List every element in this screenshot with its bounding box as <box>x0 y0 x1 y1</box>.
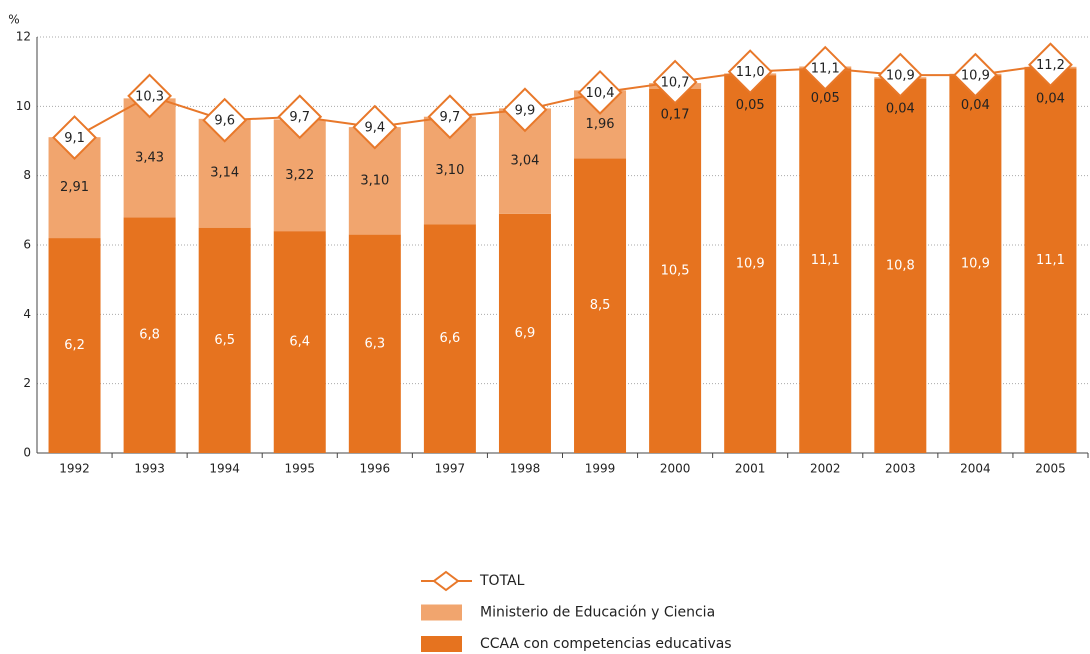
marker <box>1028 42 1073 88</box>
data-label: 10,5 <box>661 264 690 279</box>
data-label: 0,17 <box>661 108 690 123</box>
data-label: 3,43 <box>135 150 164 165</box>
x-tick-label: 1992 <box>59 462 90 476</box>
legend-label: CCAA con competencias educativas <box>480 636 732 652</box>
bar-segment <box>949 75 1002 453</box>
bar-segment <box>724 75 777 453</box>
y-tick-label: 12 <box>16 30 31 44</box>
data-label: 11,1 <box>811 253 840 268</box>
x-tick-label: 1999 <box>585 462 616 476</box>
data-label: 10,3 <box>135 89 164 104</box>
data-label: 1,96 <box>586 117 615 132</box>
data-label: 11,1 <box>811 62 840 77</box>
data-label: 9,9 <box>515 103 536 118</box>
bar-segment <box>498 213 551 453</box>
marker <box>577 70 623 115</box>
y-axis-label: % <box>8 13 19 27</box>
x-tick-label: 2003 <box>885 462 916 476</box>
marker <box>277 94 323 140</box>
data-label: 10,4 <box>586 86 615 101</box>
marker <box>877 52 923 98</box>
marker <box>127 73 173 119</box>
bar-segment <box>874 78 927 453</box>
y-tick-label: 6 <box>23 238 31 252</box>
x-tick-label: 2002 <box>810 462 841 476</box>
data-label: 0,04 <box>886 102 915 117</box>
marker <box>802 45 848 91</box>
marker <box>427 94 473 140</box>
x-tick-label: 1994 <box>209 462 240 476</box>
data-label: 0,05 <box>811 91 840 106</box>
x-tick-label: 1993 <box>134 462 165 476</box>
data-label: 0,04 <box>961 98 990 113</box>
bar-segment <box>348 234 401 453</box>
bar-segment <box>574 158 627 454</box>
x-tick-label: 1997 <box>435 462 466 476</box>
data-label: 3,10 <box>435 163 464 178</box>
data-label: 11,2 <box>1036 58 1065 73</box>
x-tick-label: 2001 <box>735 462 766 476</box>
x-tick-label: 1998 <box>510 462 541 476</box>
data-label: 6,2 <box>64 338 85 353</box>
data-label: 6,8 <box>139 328 160 343</box>
marker <box>502 87 548 133</box>
data-label: 0,04 <box>1036 91 1065 106</box>
y-tick-label: 8 <box>23 168 31 182</box>
bar-segment <box>123 217 176 453</box>
x-tick-label: 2005 <box>1035 462 1066 476</box>
x-tick-label: 1996 <box>360 462 391 476</box>
bar-segment <box>649 89 702 453</box>
bar-segment <box>423 224 476 453</box>
data-label: 9,4 <box>364 121 385 136</box>
marker <box>727 49 773 95</box>
data-label: 6,5 <box>214 333 235 348</box>
marker <box>52 115 97 160</box>
data-label: 10,8 <box>886 258 915 273</box>
data-label: 9,7 <box>440 110 461 125</box>
marker <box>952 52 998 98</box>
data-label: 10,9 <box>961 257 990 272</box>
data-label: 9,1 <box>64 131 85 146</box>
y-tick-label: 2 <box>23 376 31 390</box>
data-label: 3,10 <box>360 173 389 188</box>
data-label: 6,3 <box>364 336 385 351</box>
data-label: 3,14 <box>210 166 239 181</box>
legend-label: Ministerio de Educación y Ciencia <box>480 605 715 621</box>
bar-segment <box>273 231 326 453</box>
data-label: 2,91 <box>60 180 89 195</box>
data-label: 0,05 <box>736 98 765 113</box>
bar-segment <box>1024 68 1077 453</box>
marker <box>652 59 698 105</box>
data-label: 10,9 <box>736 257 765 272</box>
bar-segment <box>48 238 101 453</box>
data-label: 10,9 <box>961 69 990 84</box>
data-label: 10,9 <box>886 69 915 84</box>
data-label: 6,6 <box>440 331 461 346</box>
data-label: 3,04 <box>510 154 539 169</box>
data-label: 9,6 <box>214 114 235 129</box>
data-label: 6,4 <box>289 335 310 350</box>
legend-swatch <box>421 636 462 652</box>
data-label: 11,0 <box>736 65 765 80</box>
data-label: 11,1 <box>1036 253 1065 268</box>
data-label: 8,5 <box>590 298 611 313</box>
data-label: 3,22 <box>285 168 314 183</box>
x-tick-label: 2000 <box>660 462 691 476</box>
marker <box>202 97 248 143</box>
y-tick-label: 0 <box>23 446 31 460</box>
y-tick-label: 10 <box>16 99 31 113</box>
bar-segment <box>799 68 852 453</box>
y-tick-label: 4 <box>23 307 31 321</box>
data-label: 6,9 <box>515 326 536 341</box>
x-tick-label: 1995 <box>284 462 315 476</box>
legend-swatch <box>421 604 462 621</box>
x-tick-label: 2004 <box>960 462 991 476</box>
marker <box>352 104 398 150</box>
bar-segment <box>198 227 251 453</box>
data-label: 9,7 <box>289 110 310 125</box>
legend-marker <box>432 570 460 592</box>
data-label: 10,7 <box>661 76 690 91</box>
legend-label: TOTAL <box>479 573 525 589</box>
